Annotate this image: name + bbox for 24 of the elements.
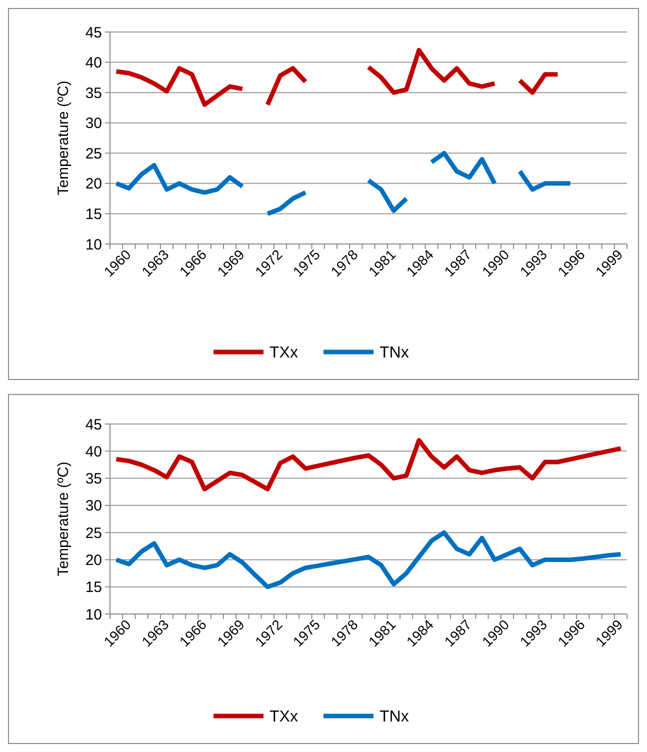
y-tick-label: 30 <box>85 498 102 515</box>
y-axis-title: Temperature (ºC) <box>55 462 72 576</box>
y-tick-label: 10 <box>85 606 102 624</box>
y-tick-label: 30 <box>85 115 102 132</box>
legend-label: TXx <box>270 708 298 726</box>
y-tick-label: 15 <box>85 206 102 223</box>
y-tick-label: 25 <box>85 524 102 542</box>
y-tick-label: 10 <box>85 236 102 254</box>
y-tick-label: 45 <box>85 24 102 42</box>
legend-label: TNx <box>380 344 409 362</box>
legend-label: TXx <box>270 344 298 362</box>
y-tick-label: 40 <box>85 54 102 72</box>
y-axis-title: Temperature (ºC) <box>55 80 72 196</box>
y-tick-label: 25 <box>85 145 102 162</box>
y-tick-label: 40 <box>85 443 102 460</box>
y-tick-label: 20 <box>85 176 102 193</box>
line-series <box>114 438 623 492</box>
y-tick-label: 35 <box>85 470 102 488</box>
legend-label: TNx <box>380 708 409 726</box>
y-tick-label: 35 <box>85 84 102 102</box>
line-series <box>114 530 623 590</box>
y-tick-label: 20 <box>85 552 102 569</box>
y-tick-label: 45 <box>85 416 102 434</box>
y-tick-label: 15 <box>85 579 102 596</box>
